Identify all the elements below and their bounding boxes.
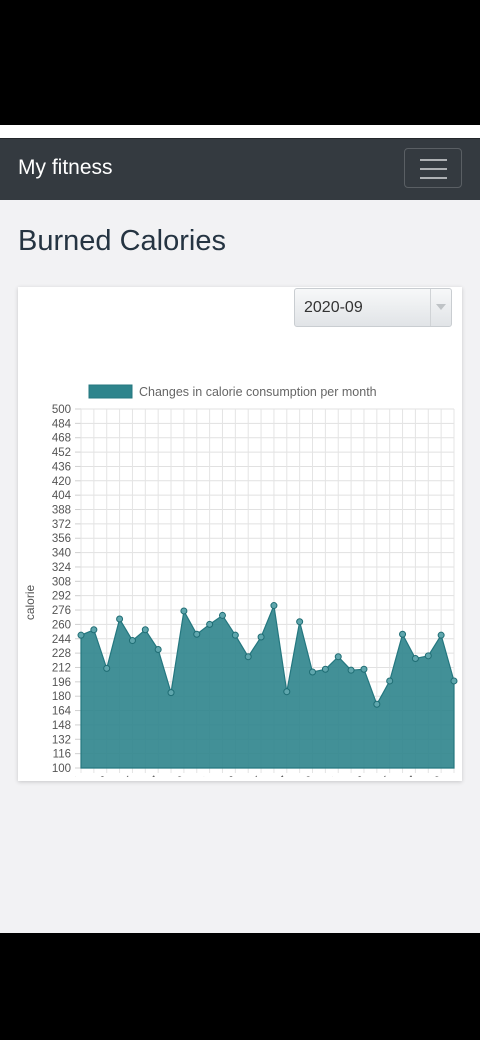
- y-tick-label: 116: [53, 749, 71, 761]
- data-point: [424, 652, 432, 660]
- series-area: [80, 603, 455, 769]
- x-tick-label: 29: [428, 774, 445, 777]
- x-tick-label: 27: [402, 774, 419, 777]
- y-axis-label: calorie: [23, 585, 37, 621]
- x-tick-label: 25: [377, 774, 394, 777]
- y-tick-label: 196: [52, 677, 71, 689]
- x-tick-label: 11: [197, 774, 214, 777]
- data-point: [206, 620, 214, 628]
- page-title: Burned Calories: [18, 225, 226, 257]
- navbar: My fitness: [0, 138, 480, 200]
- data-point: [128, 637, 136, 645]
- data-point: [77, 631, 85, 639]
- y-tick-label: 276: [52, 605, 71, 617]
- data-point: [283, 688, 291, 696]
- data-point: [116, 615, 124, 623]
- data-point: [437, 631, 445, 639]
- y-tick-label: 420: [52, 476, 71, 488]
- y-tick-label: 148: [52, 720, 71, 732]
- y-tick-label: 356: [52, 533, 71, 545]
- x-tick-label: 01: [68, 774, 85, 777]
- y-tick-label: 388: [52, 505, 71, 517]
- data-point: [141, 626, 149, 634]
- chevron-down-icon: [436, 304, 446, 310]
- data-point: [244, 653, 252, 661]
- data-point: [450, 677, 458, 685]
- y-tick-label: 180: [52, 691, 71, 703]
- x-tick-label: 07: [145, 774, 162, 777]
- x-tick-label: 23: [351, 774, 368, 777]
- data-point: [373, 700, 381, 708]
- select-arrow-box: [430, 289, 451, 326]
- data-point: [231, 631, 239, 639]
- brand-link[interactable]: My fitness: [18, 156, 113, 179]
- x-tick-label: 19: [299, 774, 316, 777]
- y-tick-label: 404: [52, 490, 72, 502]
- y-tick-label: 500: [52, 404, 71, 416]
- month-select[interactable]: 2020-09: [294, 288, 452, 327]
- data-point: [270, 602, 278, 610]
- status-strip: [0, 125, 480, 138]
- month-select-value: 2020-09: [304, 299, 363, 316]
- data-point: [386, 677, 394, 685]
- data-point: [257, 633, 265, 641]
- y-tick-label: 468: [52, 433, 71, 445]
- y-tick-label: 372: [52, 519, 71, 531]
- y-tick-label: 484: [52, 418, 72, 430]
- data-point: [180, 607, 188, 615]
- y-tick-label: 244: [52, 634, 72, 646]
- data-point: [296, 618, 304, 626]
- bottom-bar: [0, 933, 480, 1040]
- data-point: [154, 646, 162, 654]
- data-point: [309, 668, 317, 676]
- x-tick-label: 15: [248, 774, 265, 777]
- y-tick-label: 340: [52, 548, 71, 560]
- data-point: [347, 666, 355, 674]
- y-tick-label: 452: [52, 447, 71, 459]
- y-tick-label: 228: [52, 648, 71, 660]
- y-tick-label: 324: [52, 562, 72, 574]
- data-point: [90, 626, 98, 634]
- data-point: [321, 665, 329, 673]
- data-point: [167, 689, 175, 697]
- data-point: [399, 630, 407, 638]
- y-tick-label: 212: [52, 662, 71, 674]
- legend-swatch: [88, 384, 133, 399]
- x-tick-label: 17: [274, 774, 291, 777]
- chart-card: 2020-09 Changes in calorie consumption p…: [18, 287, 462, 781]
- y-tick-label: 436: [52, 461, 71, 473]
- y-tick-label: 100: [52, 763, 71, 775]
- x-tick-label: 03: [94, 774, 111, 777]
- y-tick-label: 292: [52, 591, 71, 603]
- y-tick-label: 308: [52, 576, 71, 588]
- data-point: [360, 665, 368, 673]
- data-point: [334, 653, 342, 661]
- y-tick-label: 260: [52, 619, 71, 631]
- x-tick-label: 09: [171, 774, 188, 777]
- data-point: [411, 655, 419, 663]
- calorie-chart: Changes in calorie consumption per month…: [23, 384, 458, 777]
- y-tick-label: 132: [52, 734, 71, 746]
- x-tick-label: 05: [119, 774, 136, 777]
- app-screen: My fitness Burned Calories 2020-09 Chang…: [0, 125, 480, 933]
- x-tick-label: 21: [325, 774, 342, 777]
- data-point: [193, 630, 201, 638]
- data-point: [218, 611, 226, 619]
- legend-label: Changes in calorie consumption per month: [139, 385, 377, 399]
- y-tick-label: 164: [52, 706, 72, 718]
- x-tick-label: 13: [222, 774, 239, 777]
- data-point: [103, 664, 111, 672]
- navbar-toggle-button[interactable]: [404, 148, 462, 188]
